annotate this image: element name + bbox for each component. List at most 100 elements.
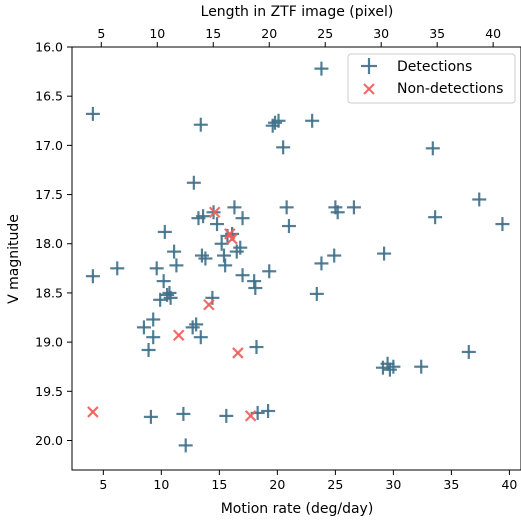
legend-marker-detections — [361, 58, 377, 74]
y-tick-label: 20.0 — [35, 433, 63, 448]
detection-point-52 — [279, 200, 294, 215]
detection-point-60 — [330, 205, 345, 220]
y-tick-label: 16.5 — [35, 89, 63, 104]
detection-point-64 — [380, 356, 395, 371]
legend-label-detections: Detections — [397, 59, 472, 75]
detection-point-31 — [214, 236, 229, 251]
detection-point-69 — [428, 210, 443, 225]
y-tick-label: 19.5 — [35, 384, 63, 399]
detection-point-10 — [156, 274, 171, 289]
detection-point-7 — [146, 312, 161, 327]
top-x-tick-label: 40 — [485, 26, 501, 41]
detection-point-56 — [314, 61, 329, 76]
detection-point-65 — [382, 362, 397, 377]
detection-point-33 — [218, 258, 233, 273]
y-tick-label: 18.0 — [35, 236, 63, 251]
detection-point-15 — [167, 244, 182, 259]
x-tick-label: 10 — [153, 477, 169, 492]
detection-point-26 — [196, 209, 211, 224]
detection-point-44 — [249, 340, 264, 355]
top-x-tick-label: 5 — [97, 26, 105, 41]
detection-point-37 — [227, 200, 242, 215]
non-detection-point-7 — [244, 410, 257, 422]
top-x-axis-label: Length in ZTF image (pixel) — [201, 4, 394, 20]
detection-point-24 — [193, 330, 208, 345]
detection-point-39 — [233, 240, 248, 255]
detection-point-67 — [414, 359, 429, 374]
detection-point-47 — [262, 264, 277, 279]
detection-point-23 — [193, 117, 208, 132]
detection-point-68 — [425, 141, 440, 156]
detection-point-6 — [146, 330, 161, 345]
marks-layer — [85, 61, 510, 453]
x-tick-label: 25 — [327, 477, 343, 492]
top-x-tick-label: 25 — [317, 26, 333, 41]
y-tick-label: 19.0 — [35, 335, 63, 350]
plot-frame — [71, 46, 521, 471]
detection-point-54 — [305, 113, 320, 128]
x-axis-label: Motion rate (deg/day) — [221, 501, 374, 517]
detection-point-61 — [346, 200, 361, 215]
top-x-tick-label: 10 — [149, 26, 165, 41]
detection-point-2 — [110, 261, 125, 276]
x-tick-label: 20 — [269, 477, 285, 492]
non-detection-point-1 — [172, 329, 185, 342]
non-detection-point-0 — [87, 406, 99, 418]
top-x-tick-label: 30 — [373, 26, 389, 41]
y-tick-label: 16.0 — [35, 40, 63, 55]
detection-point-32 — [216, 248, 231, 263]
detection-point-42 — [247, 274, 262, 289]
legend: Detections Non-detections — [347, 53, 516, 104]
detection-point-1 — [85, 269, 100, 284]
detection-point-5 — [143, 409, 158, 424]
legend-marker-non-detections — [363, 83, 375, 95]
detection-point-41 — [235, 268, 250, 283]
detection-point-12 — [160, 287, 175, 302]
detection-point-53 — [281, 219, 296, 234]
detection-point-34 — [219, 408, 234, 423]
detection-point-70 — [461, 344, 476, 359]
detection-point-46 — [261, 403, 276, 418]
detection-point-17 — [176, 406, 191, 421]
legend-box — [347, 53, 516, 104]
x-tick-label: 40 — [501, 477, 517, 492]
non-detection-point-3 — [208, 206, 221, 219]
detection-point-0 — [85, 106, 100, 121]
top-x-tick-label: 35 — [429, 26, 445, 41]
non-detection-point-2 — [203, 298, 215, 311]
y-tick-label: 18.5 — [35, 285, 63, 300]
detection-point-3 — [136, 320, 151, 335]
detection-point-20 — [186, 175, 201, 190]
detection-point-63 — [377, 246, 392, 261]
detection-point-27 — [198, 251, 213, 266]
detection-point-4 — [141, 342, 156, 357]
detection-point-72 — [495, 217, 510, 232]
detection-point-19 — [185, 320, 200, 335]
detection-point-18 — [178, 438, 193, 453]
detection-point-55 — [309, 286, 324, 301]
y-axis-label: V magnitude — [6, 214, 22, 304]
y-tick-label: 17.5 — [35, 187, 63, 202]
detection-point-30 — [210, 217, 225, 232]
x-tick-label: 30 — [385, 477, 401, 492]
top-x-tick-label: 15 — [205, 26, 221, 41]
non-detection-point-6 — [232, 347, 244, 359]
legend-label-non-detections: Non-detections — [397, 81, 503, 97]
detection-point-43 — [248, 281, 263, 296]
detection-point-66 — [386, 359, 401, 374]
y-tick-label: 17.0 — [35, 138, 63, 153]
detection-point-71 — [472, 192, 487, 207]
detection-point-11 — [157, 224, 172, 239]
detection-point-57 — [314, 256, 329, 271]
x-tick-label: 35 — [443, 477, 459, 492]
detection-point-49 — [268, 115, 283, 130]
x-tick-label: 5 — [99, 477, 107, 492]
detection-point-21 — [189, 317, 204, 332]
detection-point-50 — [271, 113, 286, 128]
x-tick-label: 15 — [211, 477, 227, 492]
detection-point-40 — [235, 211, 250, 226]
detection-point-16 — [169, 258, 184, 273]
top-x-tick-label: 20 — [261, 26, 277, 41]
detection-point-14 — [163, 290, 178, 305]
